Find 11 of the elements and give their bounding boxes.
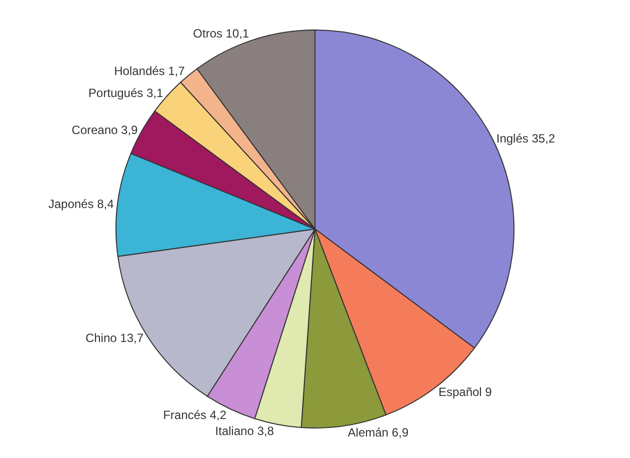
- slice-label: Japonés 8,4: [48, 196, 114, 211]
- slice-label: Chino 13,7: [85, 331, 144, 346]
- slice-label: Español 9: [438, 385, 492, 400]
- slice-label: Inglés 35,2: [496, 131, 556, 146]
- slice-label: Coreano 3,9: [72, 122, 138, 137]
- slice-label: Alemán 6,9: [348, 426, 409, 440]
- slice-label: Portugués 3,1: [88, 86, 164, 100]
- slice-label: Otros 10,1: [193, 26, 250, 41]
- slice-label: Holandés 1,7: [114, 64, 186, 78]
- slice-label: Italiano 3,8: [215, 424, 274, 438]
- slice-label: Francés 4,2: [163, 408, 227, 422]
